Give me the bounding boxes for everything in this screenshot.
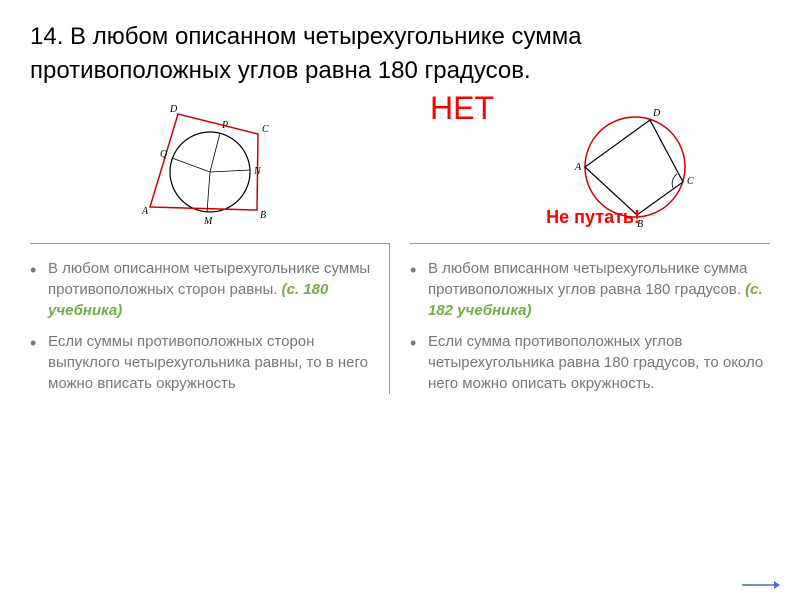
radius-p [210,133,220,172]
left-column: A B C D M N P Q В любом описанном четыре… [30,97,390,404]
right-column: Не путать! A B C D В любом вписанном чет… [410,97,770,404]
right-bullet-1: В любом вписанном четырехугольнике сумма… [410,258,770,321]
left-text: В любом описанном четырехугольнике суммы… [30,243,390,394]
label-m: M [203,216,213,227]
quad-inner [585,120,683,215]
slide-title: 14. В любом описанном четырехугольнике с… [30,20,770,87]
label-p: P [221,120,228,131]
label-c: C [262,124,269,135]
angle-arc [672,174,677,188]
label2-d: D [652,108,661,119]
left-bullet-1: В любом описанном четырехугольнике суммы… [30,258,377,321]
diagram-inscribed: Не путать! A B C D [410,97,770,237]
warning-text: Не путать! [546,207,640,228]
label-n: N [253,166,262,177]
label-b: B [260,210,266,221]
right-text: В любом вписанном четырехугольнике сумма… [410,243,770,394]
radius-n [210,170,250,172]
label-d: D [169,104,178,115]
next-arrow-icon[interactable] [740,578,780,592]
diagram-circumscribed: A B C D M N P Q [30,97,390,237]
label2-c: C [687,176,694,187]
radius-q [172,158,210,172]
radius-m [207,172,210,212]
outer-circle [585,117,685,217]
label-a: A [141,206,149,217]
columns: A B C D M N P Q В любом описанном четыре… [30,97,770,404]
left-bullet-2: Если суммы противоположных сторон выпукл… [30,331,377,394]
circumscribed-svg: A B C D M N P Q [130,102,290,232]
label2-a: A [574,162,582,173]
right-bullet-2: Если сумма противоположных углов четырех… [410,331,770,394]
label-q: Q [160,149,168,160]
